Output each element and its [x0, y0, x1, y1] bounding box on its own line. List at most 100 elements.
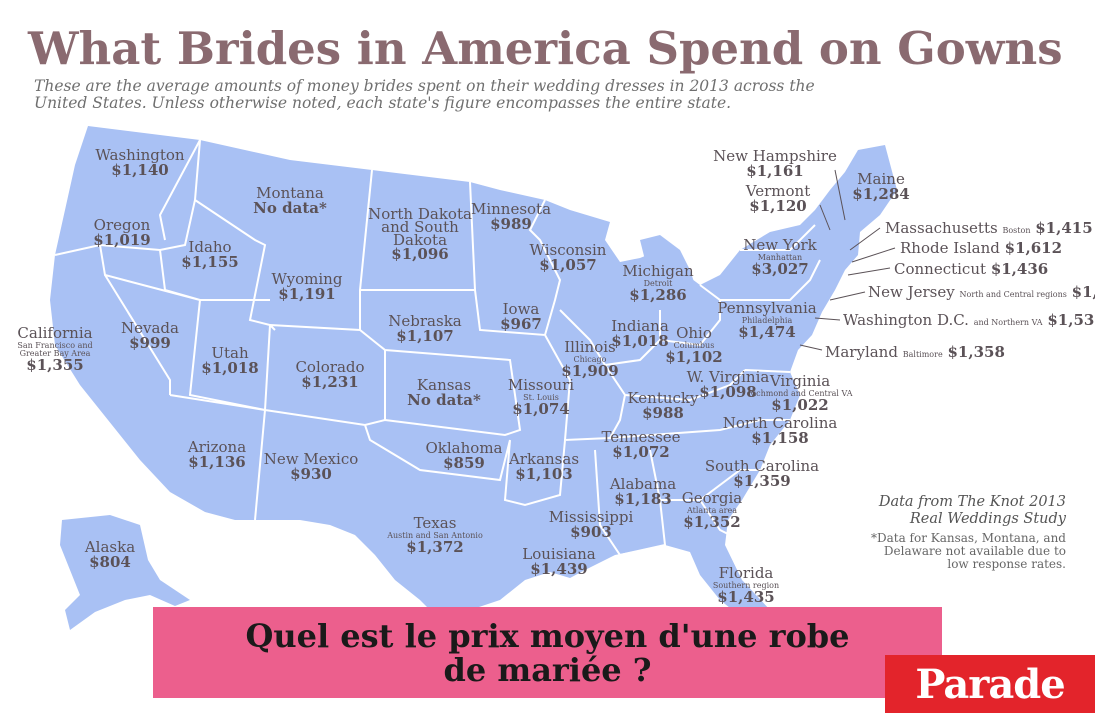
- state-value: $1,231: [301, 373, 359, 391]
- state-name: Washington: [95, 146, 185, 164]
- state-subregion: Austin and San Antonio: [387, 531, 483, 540]
- callout-label: New Jersey North and Central regions $1,…: [868, 285, 1095, 300]
- state-value: $1,359: [733, 472, 791, 490]
- state-subregion: Baltimore: [902, 350, 943, 359]
- callout-label: Rhode Island $1,612: [900, 241, 1062, 256]
- caption-banner: Quel est le prix moyen d'une robe de mar…: [153, 607, 942, 698]
- state-label: W. Virginia $1,098: [687, 370, 770, 400]
- state-label: Alaska $804: [85, 540, 135, 570]
- state-value: $1,352: [683, 513, 741, 531]
- state-label: Kansas No data*: [407, 378, 481, 408]
- state-name: Oregon: [93, 216, 151, 234]
- state-value: $1,183: [614, 490, 672, 508]
- state-name: Alaska: [84, 538, 136, 556]
- banner-text: Quel est le prix moyen d'une robe de mar…: [245, 616, 850, 689]
- state-name: Montana: [256, 184, 324, 202]
- state-value: No data*: [407, 391, 481, 409]
- state-value: $1,286: [629, 286, 687, 304]
- state-name: Virginia: [769, 372, 831, 390]
- state-name: Rhode Island: [900, 239, 1000, 257]
- leader-line: [834, 169, 846, 221]
- state-name: Utah: [211, 344, 249, 362]
- state-name: Nevada: [121, 319, 179, 337]
- state-value: $3,027: [751, 260, 809, 278]
- state-subregion: Chicago: [573, 355, 607, 364]
- state-label: North Dakota and South Dakota $1,096: [365, 205, 475, 262]
- state-value: $1,372: [406, 538, 464, 556]
- state-name: Mississippi: [548, 508, 634, 526]
- state-subregion: San Francisco and Greater Bay Area: [17, 341, 93, 358]
- state-name: New Mexico: [263, 450, 359, 468]
- parade-logo[interactable]: Parade: [885, 655, 1095, 713]
- state-label: Arkansas $1,103: [509, 452, 579, 482]
- state-label: Illinois Chicago $1,909: [561, 340, 618, 379]
- state-name: Minnesota: [470, 200, 552, 218]
- state-subregion: Boston: [1002, 226, 1031, 235]
- state-label: Utah $1,018: [201, 346, 258, 376]
- state-name: New Jersey: [868, 283, 955, 301]
- state-value: $1,022: [771, 396, 829, 414]
- state-value: $1,161: [746, 162, 804, 180]
- state-name: New York: [743, 236, 817, 254]
- state-borders: [54, 139, 821, 557]
- state-name: North Dakota and South Dakota: [368, 205, 472, 249]
- state-value: $1,102: [665, 348, 723, 366]
- alaska-shape: [60, 515, 190, 630]
- state-label: Wisconsin $1,057: [530, 243, 607, 273]
- state-label: Arizona $1,136: [188, 440, 246, 470]
- state-value: $804: [89, 553, 131, 571]
- state-name: Louisiana: [522, 545, 596, 563]
- state-label: New Mexico $930: [264, 452, 359, 482]
- state-value: $1,909: [561, 362, 619, 380]
- state-value: $1,158: [751, 429, 809, 447]
- state-name: Pennsylvania: [717, 299, 817, 317]
- state-name: Vermont: [745, 182, 811, 200]
- state-subregion: Southern region: [712, 581, 780, 590]
- state-value: $1,355: [26, 356, 84, 374]
- state-name: Georgia: [681, 489, 743, 507]
- state-name: California: [17, 324, 93, 342]
- state-name: Alabama: [609, 475, 677, 493]
- leader-line: [799, 344, 823, 351]
- state-value: $1,474: [738, 323, 796, 341]
- state-name: Nebraska: [388, 312, 462, 330]
- state-label: Washington $1,140: [95, 148, 184, 178]
- state-label: Pennsylvania Philadelphia $1,474: [717, 301, 816, 340]
- state-value: $1,136: [188, 453, 246, 471]
- leader-line: [851, 247, 896, 263]
- state-value: $1,415: [1035, 219, 1093, 237]
- state-name: Idaho: [188, 238, 232, 256]
- state-value: $1,072: [612, 443, 670, 461]
- state-value: $1,103: [515, 465, 573, 483]
- state-value: $1,140: [111, 161, 169, 179]
- state-value: $1,120: [749, 197, 807, 215]
- map-subtitle: These are the average amounts of money b…: [34, 77, 815, 112]
- leader-line: [819, 204, 831, 231]
- state-name: Missouri: [507, 376, 575, 394]
- state-value: $1,019: [93, 231, 151, 249]
- state-subregion: Philadelphia: [741, 316, 793, 325]
- state-label: Idaho $1,155: [181, 240, 238, 270]
- state-label: Kentucky $988: [628, 391, 699, 421]
- state-value: $1,435: [717, 588, 775, 606]
- state-label: Florida Southern region $1,435: [713, 566, 779, 605]
- data-footnote: *Data for Kansas, Montana, and Delaware …: [870, 531, 1066, 571]
- state-value: $1,018: [201, 359, 259, 377]
- state-name: Kentucky: [627, 389, 699, 407]
- state-value: $1,536: [1047, 311, 1095, 329]
- data-source: Data from The Knot 2013 Real Weddings St…: [878, 494, 1066, 527]
- state-label: California San Francisco and Greater Bay …: [15, 326, 95, 373]
- state-name: Indiana: [611, 317, 669, 335]
- state-name: Illinois: [564, 338, 616, 356]
- state-name: Wisconsin: [529, 241, 607, 259]
- state-label: New York Manhattan $3,027: [743, 238, 817, 277]
- leader-line: [829, 291, 866, 301]
- state-value: $903: [570, 523, 612, 541]
- state-name: New Hampshire: [713, 147, 837, 165]
- state-label: Oklahoma $859: [426, 441, 503, 471]
- state-label: Nebraska $1,107: [388, 314, 461, 344]
- state-label: Virginia Richmond and Central VA $1,022: [748, 374, 853, 413]
- state-subregion: Columbus: [673, 341, 715, 350]
- state-label: Colorado $1,231: [295, 360, 364, 390]
- state-subregion: North and Central regions: [959, 290, 1067, 299]
